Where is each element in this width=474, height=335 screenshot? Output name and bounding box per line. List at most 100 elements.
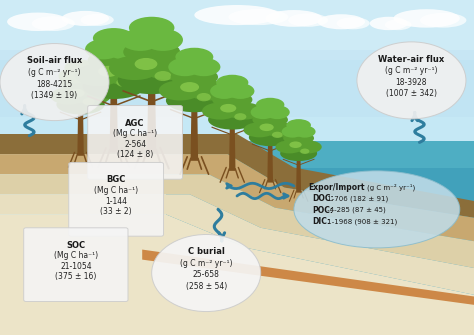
Ellipse shape bbox=[212, 91, 252, 108]
Ellipse shape bbox=[88, 49, 140, 71]
Ellipse shape bbox=[220, 104, 236, 113]
Ellipse shape bbox=[282, 126, 303, 138]
Ellipse shape bbox=[61, 76, 101, 93]
Ellipse shape bbox=[152, 234, 261, 312]
Polygon shape bbox=[0, 174, 474, 268]
Text: (258 ± 54): (258 ± 54) bbox=[185, 282, 227, 291]
Text: DIC:: DIC: bbox=[312, 217, 330, 226]
Ellipse shape bbox=[226, 103, 263, 120]
Text: BGC: BGC bbox=[107, 176, 126, 185]
Text: 25-658: 25-658 bbox=[193, 270, 219, 279]
Ellipse shape bbox=[294, 140, 322, 153]
Text: 21-1054: 21-1054 bbox=[60, 262, 91, 271]
Ellipse shape bbox=[120, 29, 160, 51]
Ellipse shape bbox=[0, 44, 109, 121]
Ellipse shape bbox=[210, 83, 238, 99]
Polygon shape bbox=[0, 134, 474, 218]
Ellipse shape bbox=[300, 148, 310, 154]
Ellipse shape bbox=[385, 19, 411, 30]
Polygon shape bbox=[142, 250, 474, 305]
Polygon shape bbox=[166, 141, 474, 168]
Ellipse shape bbox=[143, 29, 183, 51]
Polygon shape bbox=[267, 137, 273, 183]
Text: 18-3928: 18-3928 bbox=[396, 78, 427, 87]
Ellipse shape bbox=[234, 113, 246, 120]
Text: DOC:: DOC: bbox=[312, 194, 334, 203]
Ellipse shape bbox=[82, 98, 95, 105]
Ellipse shape bbox=[272, 132, 283, 138]
Ellipse shape bbox=[265, 10, 322, 27]
Ellipse shape bbox=[318, 14, 365, 29]
FancyBboxPatch shape bbox=[69, 162, 164, 236]
Ellipse shape bbox=[93, 28, 135, 48]
Ellipse shape bbox=[208, 110, 256, 130]
Text: (g C m⁻² yr⁻¹): (g C m⁻² yr⁻¹) bbox=[367, 183, 415, 191]
Text: (375 ± 16): (375 ± 16) bbox=[55, 272, 97, 281]
Polygon shape bbox=[0, 214, 474, 335]
Text: Expor/Import: Expor/Import bbox=[308, 183, 365, 192]
Ellipse shape bbox=[294, 171, 460, 248]
Polygon shape bbox=[147, 80, 156, 152]
Text: (Mg C ha⁻¹): (Mg C ha⁻¹) bbox=[54, 251, 98, 260]
Ellipse shape bbox=[288, 13, 328, 27]
Ellipse shape bbox=[155, 71, 172, 81]
Ellipse shape bbox=[187, 80, 230, 100]
Ellipse shape bbox=[252, 112, 288, 127]
Text: POC:: POC: bbox=[312, 206, 333, 215]
Bar bbox=[0, 50, 474, 117]
Text: 188-4215: 188-4215 bbox=[36, 79, 73, 88]
Ellipse shape bbox=[7, 12, 69, 31]
Text: (1349 ± 19): (1349 ± 19) bbox=[31, 91, 78, 100]
Ellipse shape bbox=[294, 126, 316, 138]
Ellipse shape bbox=[393, 9, 460, 27]
Ellipse shape bbox=[370, 17, 408, 30]
Ellipse shape bbox=[166, 89, 223, 112]
Polygon shape bbox=[191, 100, 198, 161]
Text: (g C m⁻² yr⁻¹): (g C m⁻² yr⁻¹) bbox=[180, 259, 232, 268]
Text: 1-1968 (908 ± 321): 1-1968 (908 ± 321) bbox=[326, 218, 398, 225]
Text: C burial: C burial bbox=[188, 247, 225, 256]
Ellipse shape bbox=[159, 80, 201, 100]
Ellipse shape bbox=[118, 66, 186, 94]
Text: -4-285 (87 ± 45): -4-285 (87 ± 45) bbox=[326, 207, 386, 213]
Ellipse shape bbox=[75, 64, 121, 86]
Ellipse shape bbox=[68, 89, 84, 97]
Text: Water-air flux: Water-air flux bbox=[378, 55, 445, 64]
FancyBboxPatch shape bbox=[24, 228, 128, 302]
Ellipse shape bbox=[106, 64, 153, 86]
Ellipse shape bbox=[82, 73, 145, 99]
Ellipse shape bbox=[256, 98, 284, 112]
Ellipse shape bbox=[289, 141, 301, 148]
Ellipse shape bbox=[244, 122, 275, 137]
Text: (Mg C ha⁻¹): (Mg C ha⁻¹) bbox=[113, 129, 157, 138]
Ellipse shape bbox=[81, 14, 114, 26]
Ellipse shape bbox=[187, 58, 220, 76]
Text: 1-144: 1-144 bbox=[105, 197, 127, 206]
Polygon shape bbox=[0, 194, 474, 295]
Ellipse shape bbox=[168, 58, 201, 76]
Ellipse shape bbox=[62, 11, 109, 26]
Ellipse shape bbox=[64, 60, 97, 75]
Polygon shape bbox=[77, 105, 84, 156]
Ellipse shape bbox=[226, 83, 255, 99]
Ellipse shape bbox=[280, 146, 317, 161]
Ellipse shape bbox=[216, 75, 248, 90]
Ellipse shape bbox=[337, 17, 370, 29]
Text: 2-564: 2-564 bbox=[124, 140, 146, 149]
Bar bbox=[0, 0, 474, 60]
Text: AGC: AGC bbox=[125, 119, 145, 128]
Text: (1007 ± 342): (1007 ± 342) bbox=[386, 89, 437, 98]
Text: (g C m⁻² yr⁻¹): (g C m⁻² yr⁻¹) bbox=[385, 66, 438, 75]
Ellipse shape bbox=[109, 56, 160, 80]
Polygon shape bbox=[166, 141, 474, 335]
Ellipse shape bbox=[85, 39, 121, 59]
Ellipse shape bbox=[56, 94, 105, 115]
Text: (124 ± 8): (124 ± 8) bbox=[117, 150, 153, 159]
Ellipse shape bbox=[357, 42, 466, 119]
Ellipse shape bbox=[58, 68, 87, 84]
FancyBboxPatch shape bbox=[88, 106, 182, 179]
Ellipse shape bbox=[98, 66, 119, 77]
Text: SOC: SOC bbox=[66, 241, 85, 250]
Ellipse shape bbox=[283, 132, 314, 145]
Ellipse shape bbox=[286, 119, 311, 131]
